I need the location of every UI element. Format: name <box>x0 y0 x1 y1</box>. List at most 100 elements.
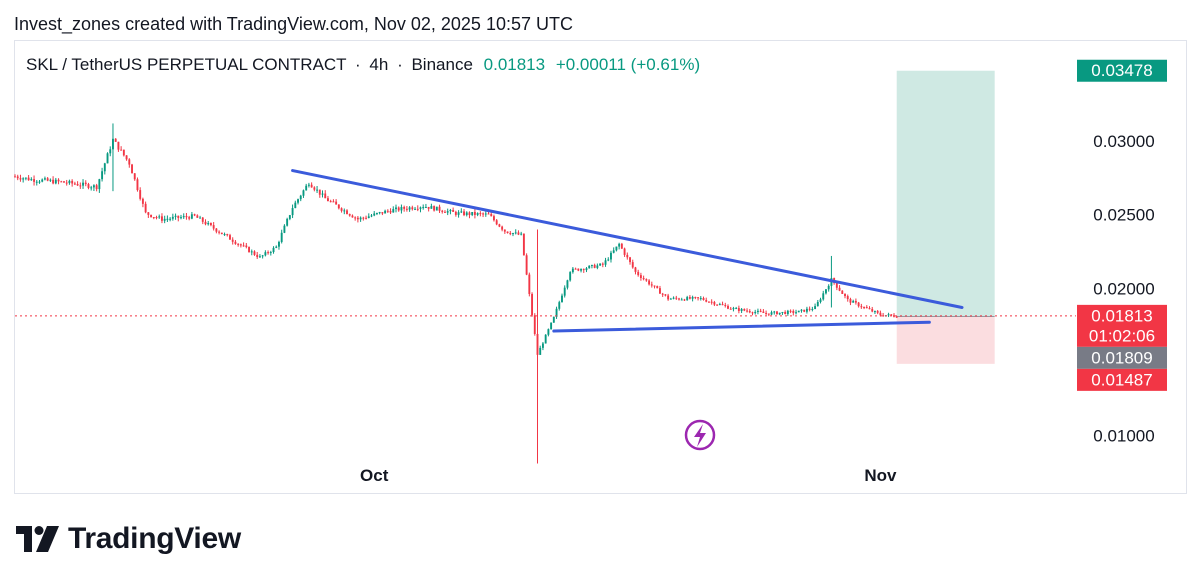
candle-body <box>204 221 207 225</box>
candle-body <box>479 213 482 215</box>
candle-body <box>661 293 664 295</box>
candle-body <box>76 184 79 186</box>
candle-body <box>375 212 378 214</box>
candle-body <box>49 179 52 181</box>
candle-body <box>697 297 700 299</box>
candle-body <box>860 306 863 308</box>
candle-body <box>863 307 866 309</box>
lightning-icon[interactable] <box>684 419 716 451</box>
candle-body <box>846 296 849 300</box>
candle-body <box>220 232 223 235</box>
candle-body <box>223 234 226 236</box>
candle-body <box>373 213 376 216</box>
candle-body <box>852 300 855 303</box>
candle-body <box>226 234 229 236</box>
candle-body <box>35 181 38 183</box>
candle-body <box>305 185 308 191</box>
candle-body <box>54 179 57 184</box>
trendline[interactable] <box>291 169 964 309</box>
candle-body <box>318 189 321 195</box>
candle-body <box>24 177 27 179</box>
candle-body <box>316 189 319 191</box>
candle-body <box>294 202 297 209</box>
price-change: +0.00011 (+0.61%) <box>555 55 701 74</box>
candle-body <box>258 256 261 258</box>
candle-body <box>729 308 732 310</box>
candle-body <box>389 211 392 213</box>
countdown-label: 01:02:06 <box>1089 326 1155 345</box>
target-zone[interactable] <box>896 70 995 317</box>
candle-body <box>212 225 215 229</box>
candle-body <box>57 179 60 182</box>
stop-zone[interactable] <box>896 316 995 364</box>
candle-body <box>362 217 365 219</box>
candle-body <box>196 215 199 218</box>
candle-body <box>615 246 618 251</box>
candle-body <box>620 243 623 249</box>
candle-body <box>446 211 449 213</box>
candle-body <box>822 293 825 300</box>
trendline[interactable] <box>552 320 931 333</box>
candle-body <box>46 178 49 181</box>
candle-body <box>770 312 773 315</box>
candle-body <box>618 243 621 247</box>
candle-body <box>694 296 697 298</box>
candle-body <box>566 280 569 288</box>
candle-body <box>495 220 498 225</box>
price-axis-label-text: 0.01813 <box>1091 306 1152 325</box>
interval-label: 4h <box>369 55 389 74</box>
candle-body <box>302 190 305 196</box>
candle-body <box>713 302 716 305</box>
candle-body <box>776 311 778 315</box>
candle-body <box>286 218 289 226</box>
candle-body <box>19 178 22 180</box>
candle-body <box>748 311 751 313</box>
candle-body <box>520 233 523 235</box>
candle-body <box>188 217 191 219</box>
candle-body <box>465 212 468 216</box>
candle-body <box>484 213 487 215</box>
candle-body <box>506 231 509 234</box>
candle-body <box>691 296 694 299</box>
candle-body <box>291 208 294 216</box>
candle-body <box>569 272 572 281</box>
candle-body <box>125 155 128 160</box>
candle-body <box>873 311 876 313</box>
candle-body <box>351 215 354 218</box>
candle-body <box>234 241 237 244</box>
candle-body <box>68 180 71 184</box>
candle-body <box>87 184 90 188</box>
candle-body <box>727 305 729 309</box>
price-axis-label <box>1077 346 1167 369</box>
symbol-legend[interactable]: SKL / TetherUS PERPETUAL CONTRACT · 4h ·… <box>26 55 700 75</box>
candle-body <box>509 233 512 235</box>
tradingview-logo[interactable]: TradingView <box>16 519 241 559</box>
candle-body <box>645 279 648 281</box>
legend-separator: · <box>355 55 361 74</box>
candle-body <box>642 278 645 280</box>
candle-body <box>150 214 153 218</box>
candle-body <box>735 308 738 310</box>
candle-body <box>819 299 822 302</box>
candle-body <box>272 247 275 253</box>
candle-body <box>144 203 147 213</box>
candle-body <box>555 308 558 317</box>
candle-body <box>514 232 517 234</box>
candle-body <box>340 208 343 211</box>
candle-body <box>803 309 806 312</box>
candle-body <box>95 185 98 190</box>
candle-body <box>378 212 381 214</box>
candle-body <box>596 265 599 268</box>
candle-body <box>838 287 841 291</box>
last-price: 0.01813 <box>483 55 546 74</box>
candle-body <box>767 313 770 315</box>
candle-body <box>392 209 395 213</box>
candle-body <box>490 213 493 217</box>
candle-body <box>460 211 463 213</box>
candle-body <box>648 280 651 285</box>
candle-body <box>688 297 691 299</box>
candle-body <box>857 302 860 307</box>
candle-body <box>493 216 495 221</box>
candle-body <box>218 231 221 233</box>
